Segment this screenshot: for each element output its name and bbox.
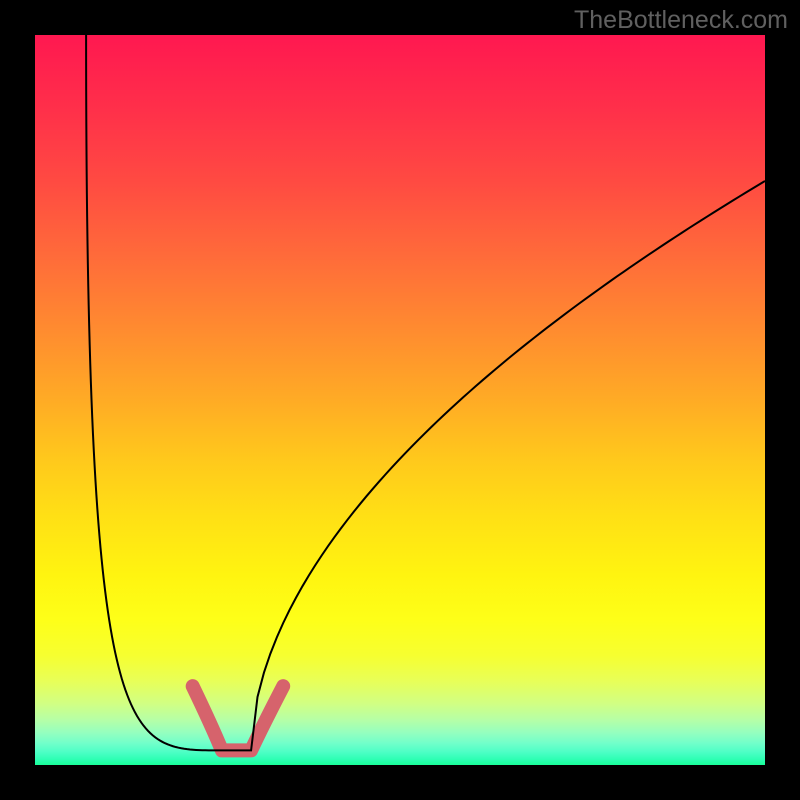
highlight-valley-segment [193,686,284,750]
bottleneck-curve [35,35,765,765]
plot-area [35,35,765,765]
main-curve-line [86,35,765,750]
watermark-text: TheBottleneck.com [574,6,788,35]
